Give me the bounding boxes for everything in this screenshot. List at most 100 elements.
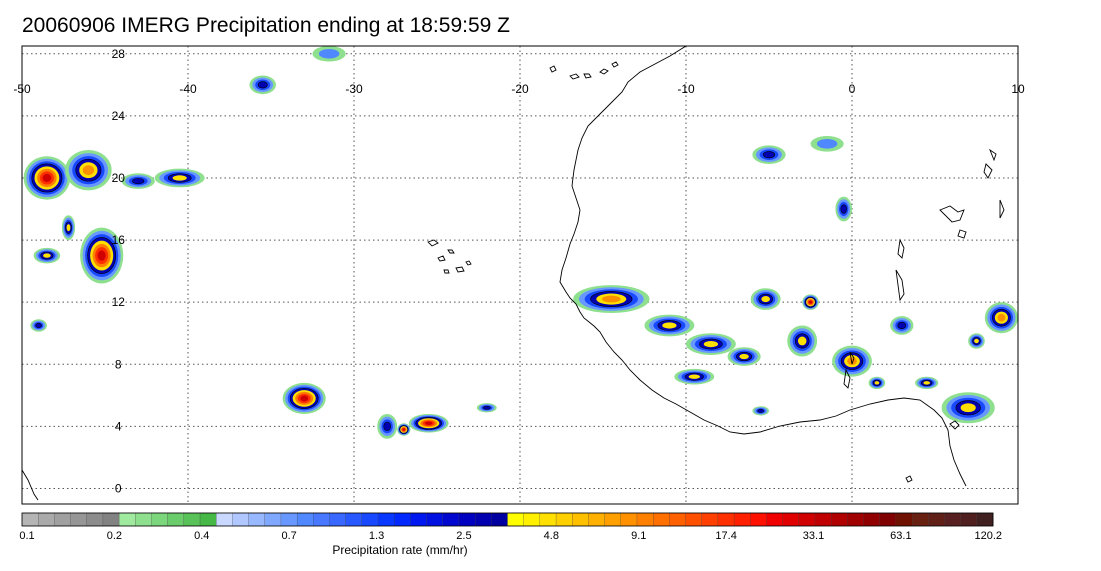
colorbar-segment (879, 512, 897, 527)
colorbar-tick-label: 2.5 (456, 530, 472, 542)
colorbar-tick-label: 4.8 (543, 530, 559, 542)
precip-cell (23, 156, 71, 200)
lat-tick-label: 0 (115, 481, 122, 495)
precip-cell (573, 285, 650, 314)
colorbar-segment (442, 512, 460, 527)
colorbar-segment (38, 512, 55, 527)
precip-cell (832, 345, 872, 377)
colorbar-tick-label: 33.1 (802, 530, 825, 542)
colorbar-segment (216, 512, 233, 527)
colorbar-segment (86, 512, 104, 527)
colorbar-segment (653, 512, 670, 527)
colorbar-segment (750, 512, 767, 527)
map-background (22, 46, 1018, 504)
colorbar-segment (798, 512, 816, 527)
coastline (22, 46, 1005, 501)
colorbar-segment (21, 512, 39, 527)
colorbar-segment (523, 512, 541, 527)
precip-cell (282, 382, 326, 414)
precip-cell (968, 333, 985, 349)
colorbar-segment (361, 512, 379, 527)
colorbar-segment (928, 512, 945, 527)
colorbar-segment (847, 512, 864, 527)
canary-islands (549, 61, 619, 80)
precip-cell (408, 413, 449, 433)
colorbar-segment (345, 512, 363, 527)
colorbar-segment (911, 512, 929, 527)
colorbar-segment (377, 512, 395, 527)
colorbar-tick-label: 1.3 (368, 530, 385, 542)
lon-tick-label: -50 (13, 82, 31, 96)
colorbar-segment (733, 512, 751, 527)
colorbar-segment (151, 512, 169, 527)
colorbar-tick-label: 9.1 (631, 530, 647, 542)
colorbar-segment (102, 512, 120, 527)
lon-tick-label: -10 (677, 82, 695, 96)
south-america-coast (22, 469, 39, 501)
lon-tick-label: 10 (1011, 82, 1025, 96)
lon-tick-label: -30 (345, 82, 363, 96)
precip-cell (154, 168, 205, 188)
map-title: 20060906 IMERG Precipitation ending at 1… (22, 14, 510, 37)
colorbar-frame (21, 512, 994, 527)
precip-cell (941, 392, 995, 424)
sao-tome-island (905, 475, 913, 483)
colorbar-segment (507, 512, 525, 527)
lake-volta (843, 351, 855, 389)
precip-cell (65, 150, 112, 191)
lat-tick-label: 8 (115, 357, 122, 371)
colorbar-segment (280, 512, 298, 527)
colorbar-segment (555, 512, 573, 527)
colorbar-segment (669, 512, 686, 527)
lon-tick-label: -40 (179, 82, 197, 96)
colorbar-segment (814, 512, 832, 527)
colorbar-segment (410, 512, 428, 527)
precip-cell (727, 347, 761, 366)
colorbar-segment (329, 512, 347, 527)
colorbar-segment (426, 512, 444, 527)
precip-cell (686, 333, 736, 355)
colorbar-tick-label: 0.2 (106, 530, 123, 542)
precip-cell (787, 325, 818, 357)
colorbar-segment (248, 512, 266, 527)
precip-cell (890, 316, 914, 335)
lat-tick-label: 16 (112, 233, 126, 247)
colorbar-tick-label: 0.1 (19, 530, 35, 542)
colorbar-segment (636, 512, 654, 527)
precip-cell (476, 403, 497, 413)
colorbar-segment (232, 512, 250, 527)
colorbar-segment (895, 512, 913, 527)
colorbar-segment (685, 512, 703, 527)
lon-tick-label: -20 (511, 82, 529, 96)
colorbar-tick-label: 0.4 (194, 530, 210, 542)
colorbar-segment (604, 512, 622, 527)
colorbar-segment (976, 512, 994, 527)
colorbar-segment (167, 512, 185, 527)
colorbar-segment (701, 512, 719, 527)
precip-cell (61, 215, 76, 241)
lat-tick-label: 4 (115, 419, 122, 433)
colorbar-segment (313, 512, 330, 527)
precip-cell (810, 136, 844, 152)
precip-cell (752, 145, 786, 164)
precip-cell (835, 196, 852, 222)
precip-cell (752, 406, 769, 416)
precip-cell (397, 423, 411, 436)
colorbar-segment (199, 512, 217, 527)
colorbar-segment (620, 512, 638, 527)
precip-cell (249, 75, 276, 95)
colorbar-segment (264, 512, 282, 527)
colorbar-segment (118, 512, 136, 527)
lon-tick-label: 0 (849, 82, 856, 96)
colorbar-segment (782, 512, 800, 527)
precip-cell (644, 314, 695, 337)
colorbar-segment (863, 512, 881, 527)
colorbar-segment (183, 512, 201, 527)
lat-tick-label: 20 (112, 171, 126, 185)
precip-cell (377, 413, 398, 439)
precip-cell (915, 376, 939, 390)
precip-cell (30, 319, 47, 332)
colorbar-title: Precipitation rate (mm/hr) (332, 543, 468, 557)
colorbar-segment (394, 512, 411, 527)
